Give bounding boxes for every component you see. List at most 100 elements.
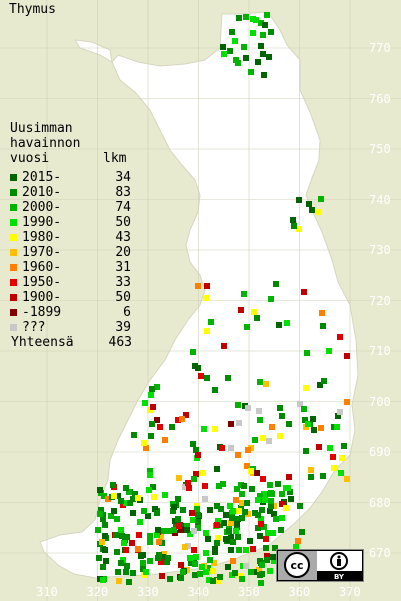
observation-square <box>142 400 148 406</box>
observation-square <box>154 417 160 423</box>
observation-square <box>255 525 261 531</box>
legend-swatch <box>10 249 17 256</box>
observation-square <box>235 516 241 522</box>
observation-square <box>252 437 258 443</box>
observation-square <box>260 51 266 57</box>
observation-square <box>155 527 161 533</box>
observation-square <box>191 476 197 482</box>
observation-square <box>230 558 236 564</box>
observation-square <box>193 554 199 560</box>
observation-square <box>170 508 176 514</box>
observation-square <box>270 530 276 536</box>
y-tick-label: 770 <box>369 41 391 55</box>
observation-square <box>195 283 201 289</box>
observation-square <box>188 560 194 566</box>
observation-square <box>115 569 121 575</box>
observation-square <box>176 475 182 481</box>
legend-count: 6 <box>123 305 131 320</box>
legend-count: 50 <box>115 215 131 230</box>
observation-square <box>297 503 303 509</box>
observation-square <box>267 568 273 574</box>
observation-square <box>137 519 143 525</box>
legend-count: 33 <box>115 275 131 290</box>
observation-squares <box>95 12 350 586</box>
observation-square <box>264 12 270 18</box>
observation-square <box>228 421 234 427</box>
cc-by-text: BY <box>334 573 345 581</box>
legend-label: 2010- <box>22 185 62 200</box>
observation-square <box>267 508 273 514</box>
observation-square <box>233 528 239 534</box>
observation-square <box>158 559 164 565</box>
observation-square <box>183 412 189 418</box>
observation-square <box>248 468 254 474</box>
observation-square <box>203 569 209 575</box>
observation-square <box>266 54 272 60</box>
observation-square <box>318 196 324 202</box>
observation-square <box>318 425 324 431</box>
legend-swatch <box>10 324 17 331</box>
legend-row: 2000- 74 <box>8 200 133 215</box>
observation-square <box>220 481 226 487</box>
observation-square <box>225 564 231 570</box>
observation-square <box>102 533 108 539</box>
observation-square <box>315 209 321 215</box>
observation-square <box>257 558 263 564</box>
observation-square <box>248 69 254 75</box>
observation-square <box>293 544 299 550</box>
observation-square <box>245 405 251 411</box>
observation-square <box>217 574 223 580</box>
observation-square <box>187 531 193 537</box>
observation-square <box>124 563 130 569</box>
map-title: Thymus <box>9 2 56 17</box>
observation-square <box>195 512 201 518</box>
observation-square <box>269 424 275 430</box>
observation-square <box>266 438 272 444</box>
observation-square <box>203 295 209 301</box>
observation-square <box>147 558 153 564</box>
observation-square <box>194 506 200 512</box>
observation-square <box>258 580 264 586</box>
legend-count: 50 <box>115 290 131 305</box>
observation-square <box>182 544 188 550</box>
observation-square <box>220 44 226 50</box>
observation-square <box>277 405 283 411</box>
observation-square <box>257 493 263 499</box>
observation-square <box>147 533 153 539</box>
observation-square <box>204 283 210 289</box>
observation-square <box>100 564 106 570</box>
observation-square <box>138 553 144 559</box>
observation-square <box>299 529 305 535</box>
observation-square <box>154 510 160 516</box>
observation-square <box>152 506 158 512</box>
legend-swatch <box>10 219 17 226</box>
legend-label: 1990- <box>22 215 62 230</box>
observation-square <box>157 424 163 430</box>
observation-square <box>344 353 350 359</box>
observation-square <box>97 487 103 493</box>
observation-square <box>214 522 220 528</box>
y-tick-label: 730 <box>369 243 391 257</box>
observation-square <box>110 482 116 488</box>
observation-square <box>296 197 302 203</box>
observation-square <box>251 309 257 315</box>
observation-square <box>216 483 222 489</box>
observation-square <box>239 515 245 521</box>
observation-square <box>201 426 207 432</box>
observation-square <box>295 538 301 544</box>
observation-square <box>156 539 162 545</box>
legend-swatch <box>10 294 17 301</box>
observation-square <box>244 500 250 506</box>
cc-by-license-badge[interactable]: cc BY <box>276 549 364 582</box>
observation-square <box>190 517 196 523</box>
observation-square <box>118 560 124 566</box>
observation-square <box>263 381 269 387</box>
observation-square <box>260 32 266 38</box>
observation-square <box>171 504 177 510</box>
observation-square <box>271 558 277 564</box>
observation-square <box>179 416 185 422</box>
observation-square <box>158 534 164 540</box>
observation-square <box>141 508 147 514</box>
cc-by-icon: cc BY <box>278 551 362 581</box>
observation-square <box>235 452 241 458</box>
